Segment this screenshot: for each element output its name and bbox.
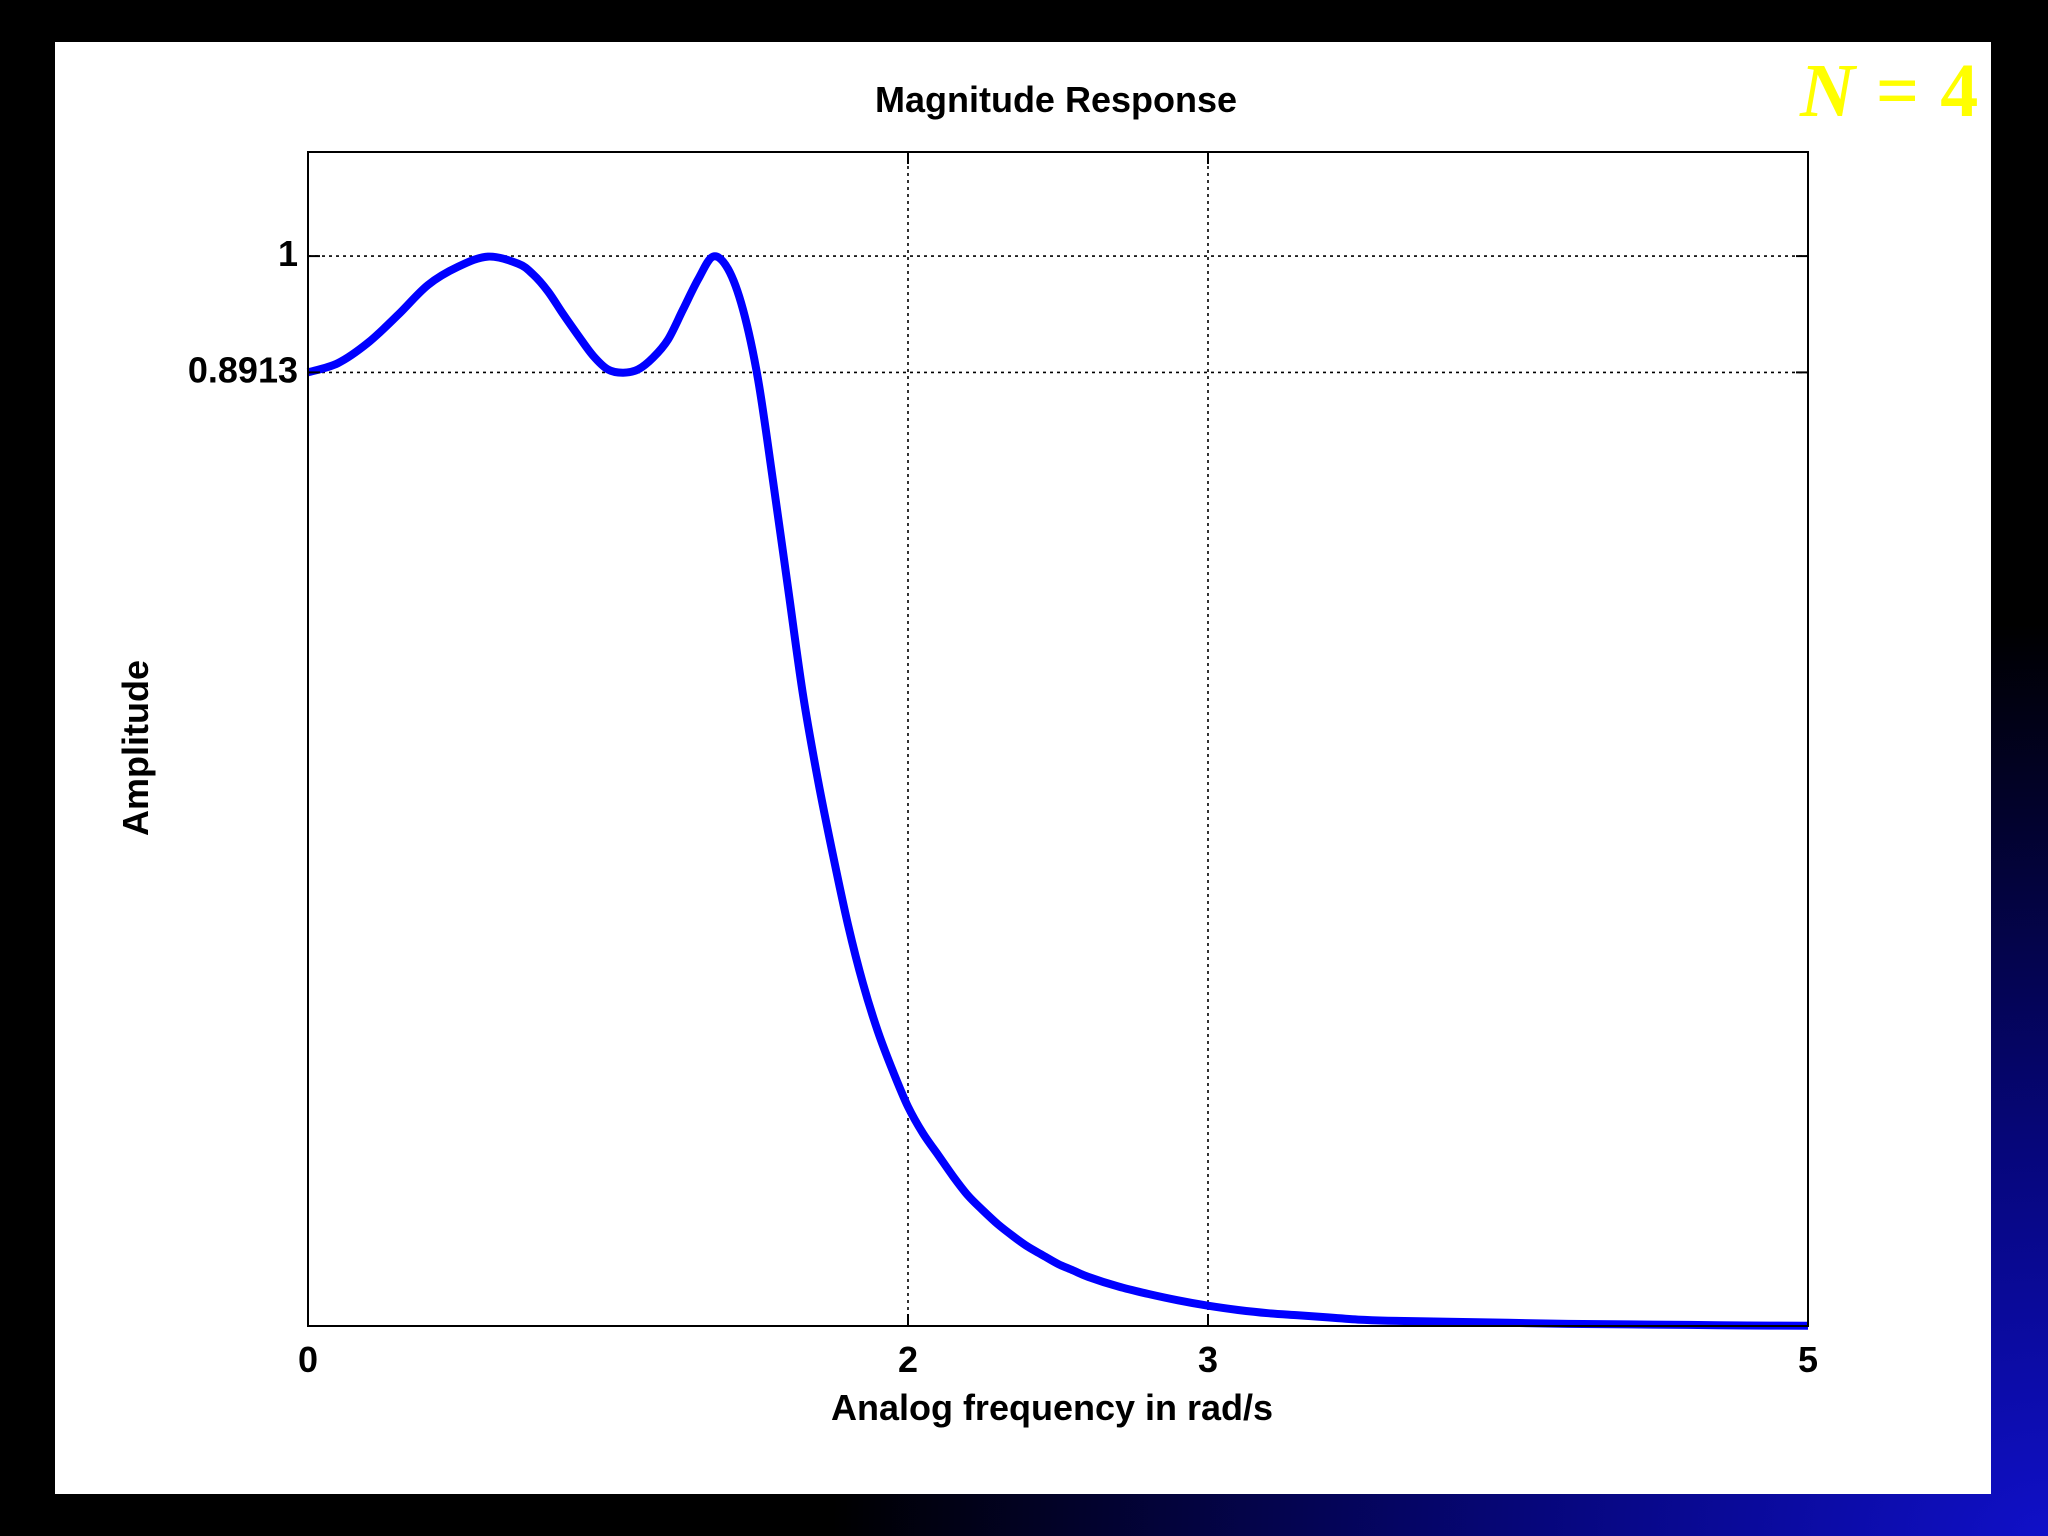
magnitude-response-curve: [306, 252, 1809, 1330]
y-tick-label-0.8913: 0.8913: [188, 349, 298, 390]
chart-title: Magnitude Response: [875, 79, 1237, 120]
x-tick-label-3: 3: [1198, 1339, 1218, 1380]
y-tick-label-1: 1: [278, 233, 298, 274]
figure-panel: [55, 42, 1991, 1494]
x-tick-label-0: 0: [298, 1339, 318, 1380]
x-tick-label-2: 2: [898, 1339, 918, 1380]
x-tick-label-5: 5: [1798, 1339, 1818, 1380]
plot-area-frame: [307, 151, 1809, 1327]
y-axis-label: Amplitude: [115, 660, 156, 836]
filter-order-label: N = 4: [1800, 48, 1979, 135]
curve-layer: [306, 252, 1809, 1330]
axis-ticks: 0 2 3 5 0.8913 1: [188, 152, 1818, 1380]
order-variable: N: [1800, 49, 1856, 133]
x-axis-label: Analog frequency in rad/s: [831, 1387, 1273, 1428]
order-value: = 4: [1855, 49, 1980, 133]
grid-lines: [308, 152, 1808, 1326]
